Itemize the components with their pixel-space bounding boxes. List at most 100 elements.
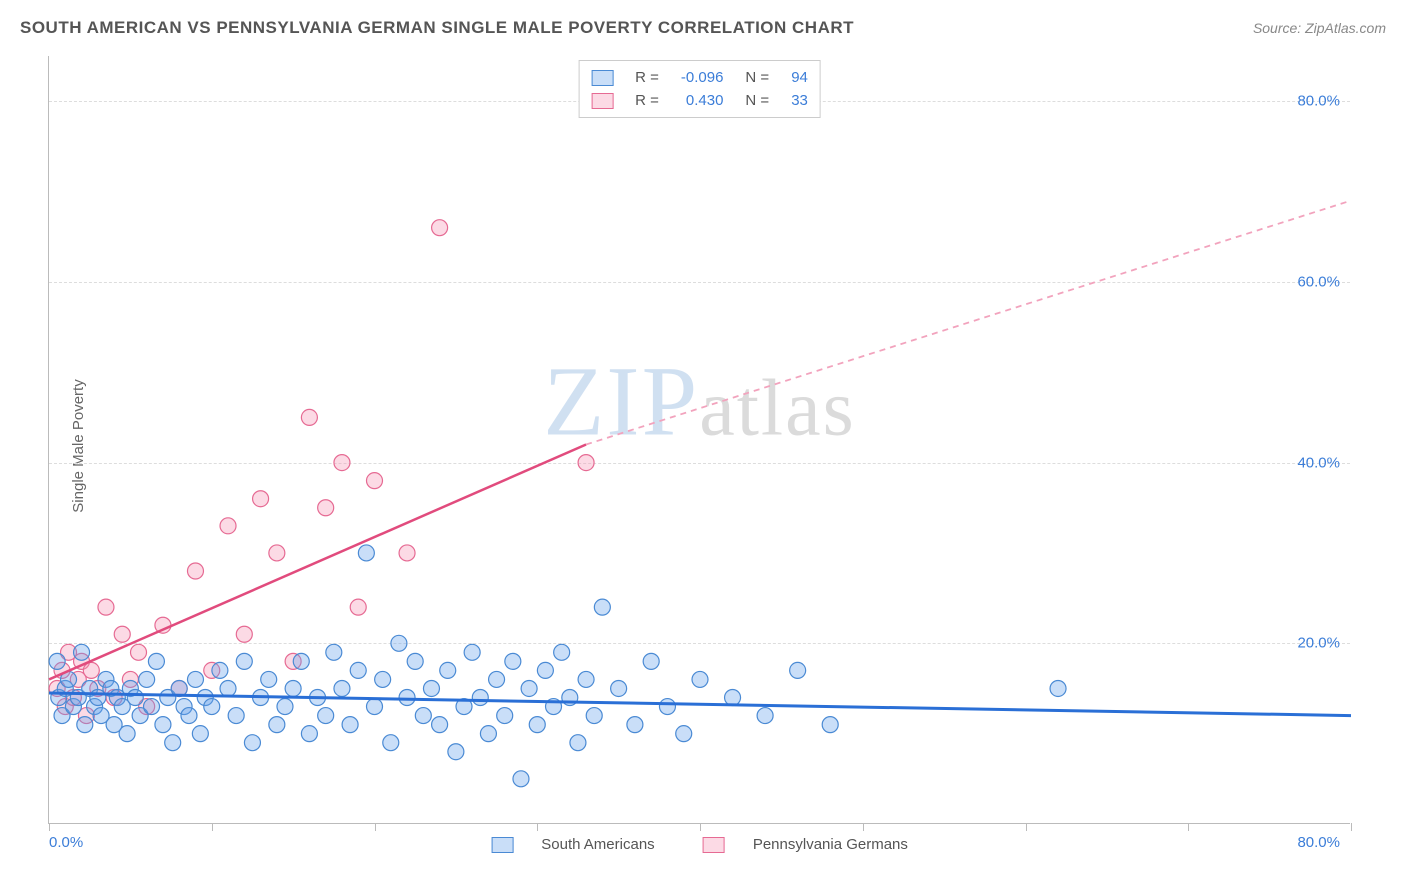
scatter-point xyxy=(448,744,464,760)
x-tick xyxy=(1351,823,1352,831)
legend-cell: 0.430 xyxy=(671,90,734,111)
scatter-point xyxy=(350,662,366,678)
legend-cell: 33 xyxy=(781,90,818,111)
trend-line xyxy=(586,201,1351,445)
scatter-point xyxy=(497,708,513,724)
scatter-point xyxy=(570,735,586,751)
scatter-point xyxy=(187,671,203,687)
scatter-point xyxy=(822,717,838,733)
x-tick xyxy=(375,823,376,831)
legend-item: Pennsylvania Germans xyxy=(691,836,920,853)
legend-correlation: R =-0.096N =94R =0.430N =33 xyxy=(578,60,821,118)
x-tick xyxy=(1188,823,1189,831)
scatter-point xyxy=(505,653,521,669)
scatter-point xyxy=(521,680,537,696)
scatter-point xyxy=(318,500,334,516)
x-tick-label: 0.0% xyxy=(49,834,83,851)
scatter-point xyxy=(1050,680,1066,696)
x-tick xyxy=(212,823,213,831)
scatter-point xyxy=(367,699,383,715)
legend-cell: -0.096 xyxy=(671,67,734,88)
scatter-point xyxy=(350,599,366,615)
scatter-point xyxy=(318,708,334,724)
scatter-point xyxy=(144,699,160,715)
scatter-point xyxy=(148,653,164,669)
scatter-point xyxy=(554,644,570,660)
scatter-point xyxy=(383,735,399,751)
trend-line xyxy=(49,445,586,680)
scatter-point xyxy=(181,708,197,724)
legend-swatch xyxy=(591,93,613,109)
legend-item: South Americans xyxy=(479,836,667,853)
scatter-point xyxy=(586,708,602,724)
scatter-point xyxy=(98,599,114,615)
scatter-point xyxy=(301,409,317,425)
source-label: Source: ZipAtlas.com xyxy=(1253,20,1386,36)
scatter-point xyxy=(342,717,358,733)
scatter-point xyxy=(367,473,383,489)
scatter-point xyxy=(269,717,285,733)
scatter-point xyxy=(236,626,252,642)
legend-label: South Americans xyxy=(537,836,655,853)
legend-series: South Americans Pennsylvania Germans xyxy=(467,836,932,853)
chart-title: SOUTH AMERICAN VS PENNSYLVANIA GERMAN SI… xyxy=(20,18,854,38)
scatter-point xyxy=(423,680,439,696)
scatter-point xyxy=(578,455,594,471)
scatter-point xyxy=(692,671,708,687)
scatter-point xyxy=(261,671,277,687)
trend-line xyxy=(49,693,1351,716)
scatter-point xyxy=(269,545,285,561)
scatter-point xyxy=(119,726,135,742)
scatter-point xyxy=(537,662,553,678)
scatter-point xyxy=(74,644,90,660)
scatter-point xyxy=(192,726,208,742)
scatter-point xyxy=(220,680,236,696)
scatter-point xyxy=(757,708,773,724)
scatter-point xyxy=(375,671,391,687)
scatter-point xyxy=(139,671,155,687)
x-tick-label: 80.0% xyxy=(1297,834,1340,851)
scatter-point xyxy=(480,726,496,742)
scatter-point xyxy=(627,717,643,733)
scatter-point xyxy=(131,644,147,660)
scatter-point xyxy=(236,653,252,669)
scatter-point xyxy=(165,735,181,751)
scatter-point xyxy=(253,491,269,507)
scatter-point xyxy=(220,518,236,534)
x-tick xyxy=(537,823,538,831)
scatter-point xyxy=(277,699,293,715)
x-tick xyxy=(700,823,701,831)
scatter-point xyxy=(358,545,374,561)
scatter-point xyxy=(611,680,627,696)
scatter-point xyxy=(326,644,342,660)
scatter-point xyxy=(244,735,260,751)
legend-cell: N = xyxy=(735,67,779,88)
scatter-point xyxy=(187,563,203,579)
scatter-point xyxy=(725,690,741,706)
scatter-point xyxy=(114,626,130,642)
legend-swatch xyxy=(703,837,725,853)
legend-cell xyxy=(581,90,623,111)
scatter-point xyxy=(399,690,415,706)
scatter-point xyxy=(790,662,806,678)
scatter-point xyxy=(643,653,659,669)
scatter-point xyxy=(529,717,545,733)
scatter-point xyxy=(464,644,480,660)
scatter-point xyxy=(472,690,488,706)
scatter-point xyxy=(432,717,448,733)
chart-svg xyxy=(49,56,1351,824)
legend-label: Pennsylvania Germans xyxy=(749,836,908,853)
scatter-point xyxy=(415,708,431,724)
legend-cell: 94 xyxy=(781,67,818,88)
scatter-point xyxy=(77,717,93,733)
scatter-point xyxy=(391,635,407,651)
scatter-point xyxy=(432,220,448,236)
scatter-point xyxy=(334,680,350,696)
scatter-point xyxy=(399,545,415,561)
scatter-point xyxy=(228,708,244,724)
legend-cell: R = xyxy=(625,90,669,111)
scatter-point xyxy=(293,653,309,669)
legend-swatch xyxy=(591,70,613,86)
legend-cell: R = xyxy=(625,67,669,88)
scatter-point xyxy=(285,680,301,696)
